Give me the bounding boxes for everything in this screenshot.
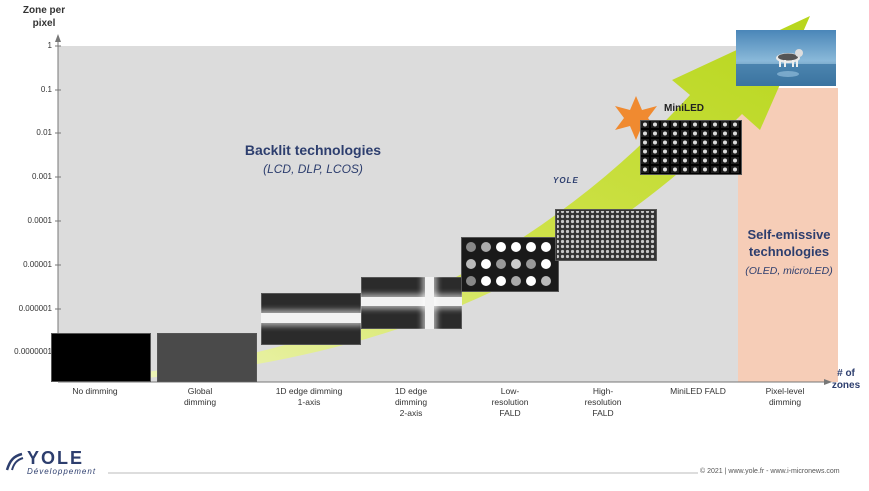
- x-category-label: 1D edge dimming 1-axis: [275, 386, 343, 407]
- x-category-label: High- resolution FALD: [584, 386, 622, 418]
- miniled-star-icon: [615, 96, 657, 140]
- x-category-label: Low- resolution FALD: [491, 386, 529, 418]
- panel-no-dimming: [51, 333, 151, 382]
- husky-photo-image: [736, 30, 836, 86]
- y-tick-label: 0.000001: [18, 304, 52, 313]
- arrow-logo: YOLE: [553, 176, 579, 185]
- footer-copyright: © 2021 | www.yole.fr - www.i-micronews.c…: [700, 468, 840, 475]
- yole-logo-icon: [5, 452, 24, 471]
- x-category-label: MiniLED FALD: [670, 386, 726, 396]
- footer-logo-subtitle: Développement: [27, 467, 97, 476]
- x-category-label: 1D edge dimming 2-axis: [394, 386, 428, 418]
- panel-miniled-fald: [640, 120, 742, 175]
- footer-logo-text: YOLE: [27, 448, 85, 468]
- panel-1d-edge-1-axis: [261, 293, 361, 345]
- y-tick-label: 0.0001: [27, 216, 52, 225]
- panel-high-res-fald: [555, 209, 657, 261]
- panel-low-res-fald: [461, 237, 559, 292]
- self-emissive-region: [738, 88, 838, 382]
- miniled-label: MiniLED: [664, 103, 704, 114]
- panel-1d-edge-2-axis: [361, 277, 462, 329]
- edge-light-band-horizontal: [361, 297, 462, 306]
- panel-pixel-level-photo: [736, 30, 836, 86]
- x-category-label: Pixel-level dimming: [765, 386, 805, 407]
- y-tick-label: 0.00001: [23, 260, 52, 269]
- y-tick-label: 0.1: [40, 85, 52, 94]
- edge-light-band: [261, 313, 361, 323]
- high-res-zone-grid: [557, 211, 655, 259]
- x-axis-arrowhead: [824, 379, 832, 385]
- x-category-label: No dimming: [72, 386, 118, 396]
- edge-light-band-vertical: [425, 277, 434, 329]
- miniled-zone-grid: [641, 121, 741, 174]
- x-category-label: Global dimming: [183, 386, 217, 407]
- y-tick-label: 0.0000001: [14, 347, 52, 356]
- low-res-zone-grid: [466, 242, 551, 286]
- self-emissive-title: Self-emissive technologies: [747, 227, 831, 259]
- y-tick-label: 1: [47, 41, 52, 50]
- panel-global-dimming: [157, 333, 257, 382]
- x-axis-title: # of zones: [831, 368, 861, 391]
- y-tick-label: 0.001: [31, 172, 52, 181]
- backlit-subtitle: (LCD, DLP, LCOS): [263, 162, 363, 176]
- backlit-title: Backlit technologies: [244, 142, 382, 158]
- self-emissive-subtitle: (OLED, microLED): [745, 265, 833, 277]
- y-axis-title: Zone per pixel: [22, 5, 66, 29]
- y-axis-arrowhead: [55, 34, 61, 42]
- y-tick-label: 0.01: [36, 128, 52, 137]
